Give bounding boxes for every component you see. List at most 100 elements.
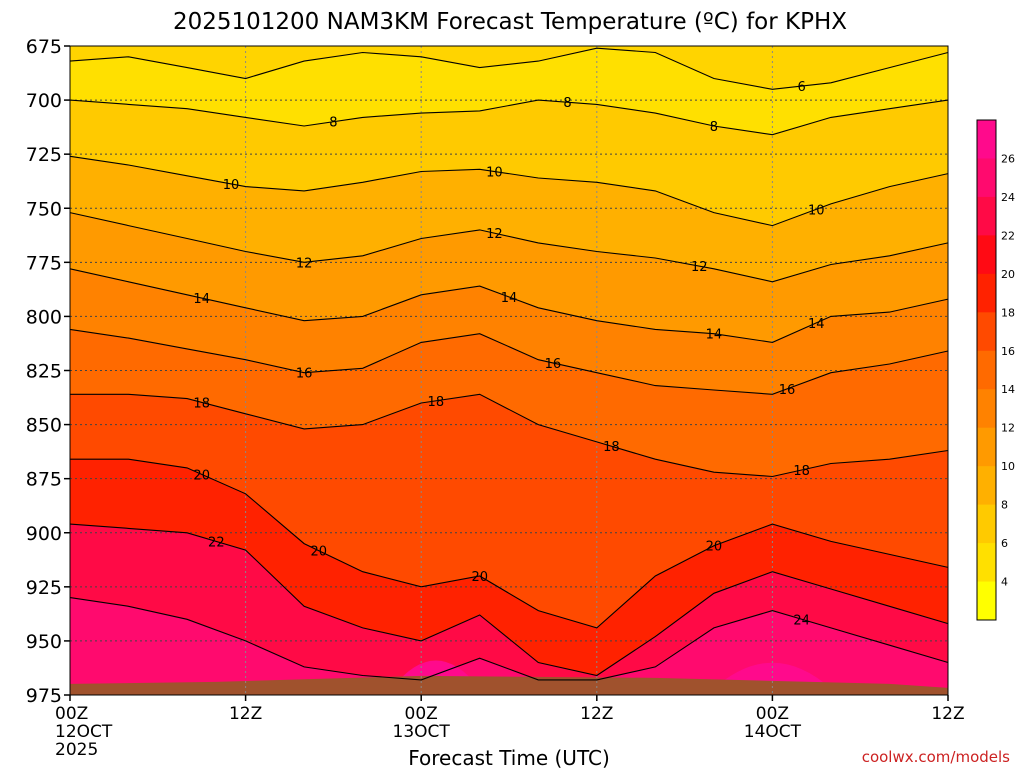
colorbar-frame [976,119,997,621]
contour-24 [69,597,949,681]
x-tick-label-3: 12Z [580,704,613,724]
y-tick-label-800: 800 [26,306,62,328]
contour-label-18-4: 18 [793,464,810,479]
y-tick-label-925: 925 [26,577,62,599]
colorbar-segment-1 [977,120,996,159]
contour-label-8-2: 8 [563,96,571,111]
colorbar-tick-10: 10 [1001,460,1015,473]
y-tick-label-750: 750 [26,198,62,220]
chart-title: 2025101200 NAM3KM Forecast Temperature (… [173,9,847,35]
contour-6 [69,47,949,90]
contour-label-14-4: 14 [808,317,825,332]
contour-lines [69,47,949,681]
x-tick-year-0: 2025 [55,740,98,760]
colorbar: 4 6 8 10 12 14 16 18 20 22 24 26 [976,119,1015,621]
x-tick-label-1: 12Z [229,704,262,724]
y-tick-label-675: 675 [26,36,62,58]
x-tick-date-0: 12OCT [55,722,113,742]
colorbar-tick-24: 24 [1001,191,1015,204]
contour-label-8-3: 8 [710,120,718,135]
colorbar-tick-20: 20 [1001,268,1015,281]
contour-label-8-1: 8 [329,116,337,131]
contour-label-18-2: 18 [428,395,445,410]
contour-8 [69,99,949,136]
plot-area: 6 8 8 8 10 10 10 12 12 12 14 14 14 14 16 16 16 18 18 18 18 20… [69,45,949,696]
colorbar-segment-6 [977,312,996,352]
colorbar-tick-12: 12 [1001,422,1015,435]
contour-label-20-3: 20 [471,570,488,585]
y-tick-label-875: 875 [26,469,62,491]
y-tick-label-775: 775 [26,252,62,274]
x-axis-title: Forecast Time (UTC) [408,746,610,768]
contour-20 [70,458,949,629]
contour-label-16-3: 16 [779,383,796,398]
y-tick-label-850: 850 [26,415,62,437]
colorbar-segment-12 [977,543,996,583]
contour-16 [69,328,949,395]
contour-label-20-1: 20 [193,468,210,483]
contour-label-18-3: 18 [603,440,620,455]
colorbar-tick-18: 18 [1001,306,1015,319]
colorbar-tick-4: 4 [1001,576,1008,589]
colorbar-tick-14: 14 [1001,383,1015,396]
contour-18 [70,393,949,478]
colorbar-segment-7 [977,350,996,390]
y-axis: 675 700 725 750 775 800 825 850 875 900 925 950 975 [26,36,70,707]
x-tick-label-5: 12Z [931,704,964,724]
colorbar-segment-2 [977,158,996,198]
contour-22 [69,523,949,677]
contour-label-10-2: 10 [486,165,503,180]
colorbar-segment-3 [977,196,996,236]
colorbar-tick-6: 6 [1001,537,1008,550]
y-tick-label-725: 725 [26,144,62,166]
colorbar-tick-8: 8 [1001,499,1008,512]
contour-label-20-2: 20 [310,545,327,560]
colorbar-tick-16: 16 [1001,345,1015,358]
contour-12 [69,212,949,283]
colorbar-segment-9 [977,427,996,467]
contour-label-10-1: 10 [223,178,240,193]
band-24 [70,597,948,695]
contour-label-16-2: 16 [545,357,562,372]
x-tick-label-4: 00Z [756,704,789,724]
x-tick-label-2: 00Z [405,704,438,724]
ground-area [70,675,948,695]
colorbar-segment-13 [977,581,996,621]
contour-label-18-1: 18 [193,396,210,411]
contour-labels: 6 8 8 8 10 10 10 12 12 12 14 14 14 14 16 16 16 18 18 18 18 20… [193,80,824,628]
contour-10 [69,155,949,227]
contour-label-10-3: 10 [808,203,825,218]
contour-label-20-4: 20 [706,540,723,555]
contour-label-14-3: 14 [706,328,723,343]
contour-label-22-1: 22 [208,535,225,550]
colorbar-segment-5 [977,273,996,313]
colorbar-tick-26: 26 [1001,152,1015,165]
contour-label-12-1: 12 [296,256,313,271]
ground-surface [70,675,948,695]
contour-label-16-1: 16 [296,367,313,382]
contour-label-12-3: 12 [691,260,708,275]
y-tick-label-825: 825 [26,361,62,383]
y-tick-label-975: 975 [26,685,62,707]
colorbar-segment-11 [977,504,996,544]
contour-14 [69,268,949,343]
contour-label-6-1: 6 [798,80,806,95]
x-tick-label-0: 00Z [55,704,88,724]
x-tick-date-4: 14OCT [744,722,802,742]
contour-label-14-1: 14 [193,292,210,307]
colorbar-segment-10 [977,466,996,506]
y-tick-label-950: 950 [26,631,62,653]
credit-text: coolwx.com/models [862,748,1010,766]
contour-label-24-1: 24 [793,613,810,628]
colorbar-tick-22: 22 [1001,229,1015,242]
contour-label-12-2: 12 [486,227,503,242]
y-tick-label-700: 700 [26,90,62,112]
colorbar-segment-8 [977,389,996,429]
x-tick-date-2: 13OCT [393,722,451,742]
contour-label-14-2: 14 [501,291,518,306]
y-tick-label-900: 900 [26,523,62,545]
colorbar-segment-4 [977,235,996,275]
